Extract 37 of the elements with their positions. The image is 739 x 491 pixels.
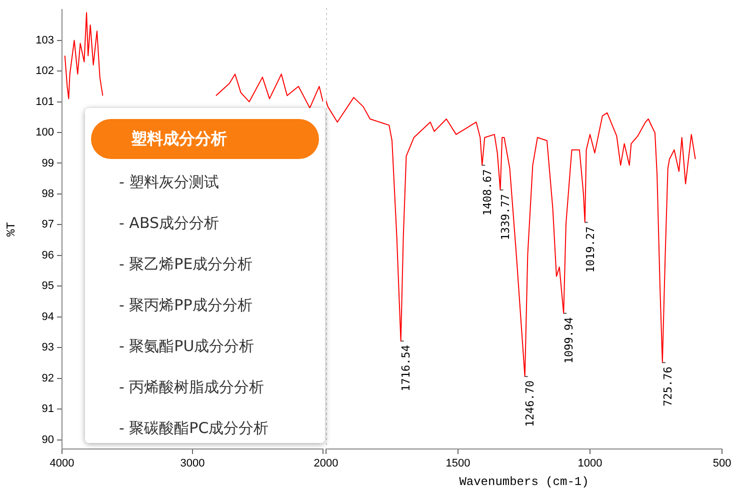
annotation: - 聚乙烯PE成分分析: [118, 254, 254, 275]
y-tick-label: 90: [42, 434, 54, 446]
annotation: 塑料成分分析: [91, 119, 319, 159]
annotation: 1716.54: [400, 344, 413, 392]
annotation: - 丙烯酸树脂成分分析: [118, 377, 266, 398]
annotation: 725.76: [661, 366, 674, 406]
annotation: 1246.70: [524, 380, 537, 427]
y-tick-label: 92: [42, 372, 54, 384]
x-tick-label: 1500: [446, 458, 470, 470]
annotation: - 聚丙烯PP成分分析: [118, 295, 254, 316]
annotation: 1099.94: [562, 316, 576, 364]
x-axis-title: Wavenumbers (cm-1): [459, 474, 589, 489]
y-tick-label: 96: [42, 249, 54, 262]
y-tick-label: 91: [42, 403, 54, 416]
y-tick-label: 101: [36, 96, 54, 108]
annotation: - ABS成分分析: [118, 213, 220, 234]
y-tick-label: 102: [36, 65, 54, 78]
y-axis-title: %T: [4, 222, 18, 237]
y-tick-label: 94: [42, 310, 54, 323]
y-tick-label: 99: [42, 157, 54, 170]
x-tick-label: 1000: [578, 458, 602, 470]
x-tick-label: 4000: [50, 458, 74, 470]
y-tick-label: 97: [42, 218, 54, 231]
annotation: 1019.27: [584, 226, 597, 273]
annotation: 1339.77: [499, 194, 512, 240]
x-tick-label: 3000: [180, 458, 205, 470]
annotation: - 聚碳酸酯PC成分分析: [118, 418, 270, 439]
x-tick-label: 2000: [314, 458, 338, 470]
annotation: - 聚氨酯PU成分分析: [118, 336, 256, 357]
y-tick-label: 100: [36, 126, 54, 139]
y-tick-label: 98: [42, 188, 54, 200]
y-tick-label: 103: [36, 34, 54, 46]
annotation: - 塑料灰分测试: [118, 172, 220, 193]
y-tick-label: 93: [42, 342, 54, 354]
annotation: 1408.67: [480, 169, 494, 216]
y-tick-label: 95: [42, 280, 54, 292]
x-tick-label: 500: [712, 458, 732, 470]
